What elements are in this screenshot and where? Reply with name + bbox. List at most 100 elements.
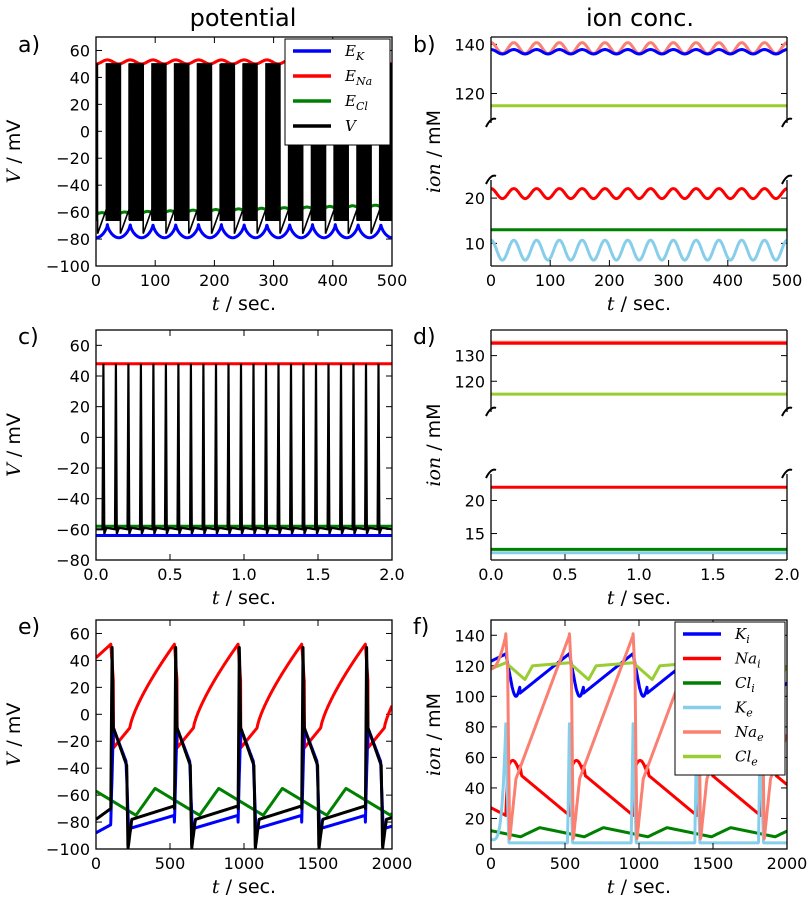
y-tick-label: −60 — [56, 520, 90, 539]
x-tick-label: 500 — [377, 271, 408, 290]
x-tick-label: 2000 — [372, 854, 413, 873]
y-axis-label: V / mV — [3, 120, 25, 184]
x-tick-label: 0.5 — [157, 565, 182, 584]
y-tick-label: −80 — [56, 551, 90, 570]
x-tick-label: 2.0 — [379, 565, 404, 584]
legend-frame — [284, 38, 391, 146]
y-tick-label: 130 — [454, 347, 485, 366]
series-line-cl-i — [491, 826, 787, 839]
x-tick-label: 0 — [486, 854, 496, 873]
x-tick-label: 1.0 — [626, 565, 651, 584]
panel-label: d) — [413, 325, 436, 350]
legend-label-na-i: Nai — [734, 650, 761, 671]
series-line-na-i — [491, 759, 787, 817]
y-axis-label: ion / mM — [423, 693, 445, 776]
y-tick-label: −20 — [56, 149, 90, 168]
y-tick-label: −40 — [56, 176, 90, 195]
x-tick-label: 100 — [140, 271, 171, 290]
y-axis-label-var: ion — [423, 746, 445, 776]
x-axis-label-unit: / sec. — [220, 587, 277, 609]
x-tick-label: 200 — [199, 271, 230, 290]
column-title-potential: potential — [190, 4, 297, 32]
y-axis-label: V / mV — [3, 413, 25, 477]
panel-label: f) — [413, 615, 429, 640]
y-axis-label-var: ion — [423, 457, 445, 487]
y-tick-label: 20 — [70, 678, 90, 697]
x-tick-label: 400 — [713, 271, 744, 290]
y-tick-label: 15 — [465, 525, 485, 544]
legend-label-cl-e: Cle — [735, 748, 758, 769]
x-tick-label: 2.0 — [774, 565, 799, 584]
y-tick-label: −40 — [56, 759, 90, 778]
x-axis-label-var: t — [212, 587, 220, 609]
x-axis-label-var: t — [607, 587, 615, 609]
x-tick-label: 1000 — [619, 854, 660, 873]
y-tick-label: 20 — [465, 809, 485, 828]
y-tick-label: 0 — [80, 705, 90, 724]
x-tick-label: 500 — [155, 854, 186, 873]
y-tick-label: 40 — [70, 651, 90, 670]
y-axis-label-var: V — [3, 750, 25, 766]
y-tick-label: 120 — [454, 657, 485, 676]
y-axis-label: V / mV — [3, 703, 25, 767]
y-axis-label: ion / mM — [423, 110, 445, 193]
y-axis-label: ion / mM — [423, 403, 445, 486]
series-line-na-i — [491, 187, 787, 201]
axis-break-mark — [485, 406, 497, 417]
y-axis-label-unit: / mM — [423, 403, 445, 456]
y-tick-label: 60 — [70, 336, 90, 355]
series-line-k-e — [491, 238, 787, 262]
axis-break-mark — [485, 468, 497, 479]
column-title-ion-conc: ion conc. — [586, 4, 694, 32]
y-tick-label: 100 — [454, 687, 485, 706]
series-line-e-k — [96, 223, 392, 240]
legend-label-e-na: ENa — [344, 67, 372, 88]
axis-break-mark — [781, 174, 793, 185]
x-tick-label: 1500 — [693, 854, 734, 873]
x-tick-label: 300 — [258, 271, 289, 290]
legend-label-na-e: Nae — [734, 723, 764, 744]
y-tick-label: 20 — [465, 189, 485, 208]
panel-d: d) 130 120 20 15 0.0 0.5 1.0 1.5 2.0 t / sec. ion /… — [413, 325, 800, 609]
y-tick-label: −20 — [56, 732, 90, 751]
y-tick-label: −100 — [46, 257, 90, 276]
legend-label-e-k: EK — [344, 42, 365, 63]
y-axis-label-unit: / mV — [3, 413, 25, 463]
x-tick-label: 100 — [535, 271, 566, 290]
legend-label-k-e: Ke — [734, 699, 753, 720]
x-tick-label: 2000 — [767, 854, 808, 873]
series-line-e-cl — [96, 787, 392, 817]
y-axis-label-var: V — [3, 167, 25, 183]
x-axis-label: t / sec. — [607, 293, 671, 315]
legend: Ki Nai Cli Ke Nae Cle — [674, 621, 786, 776]
y-axis-label-var: V — [3, 461, 25, 477]
legend-frame — [674, 621, 786, 776]
x-axis-label: t / sec. — [212, 293, 276, 315]
x-tick-label: 0 — [91, 271, 101, 290]
x-tick-label: 1.5 — [305, 565, 330, 584]
y-tick-label: −60 — [56, 203, 90, 222]
series-line-e-na — [96, 642, 392, 750]
x-axis-label-unit: / sec. — [220, 293, 277, 315]
x-tick-label: 0.0 — [478, 565, 503, 584]
y-tick-label: 20 — [465, 491, 485, 510]
axis-frame — [95, 36, 393, 267]
y-tick-label: 120 — [454, 85, 485, 104]
x-axis-label-var: t — [212, 876, 220, 898]
x-axis-label-var: t — [607, 876, 615, 898]
series-line-v — [96, 646, 392, 849]
y-axis-label-var: ion — [423, 163, 445, 193]
y-tick-label: 0 — [475, 840, 485, 859]
x-axis-label: t / sec. — [212, 587, 276, 609]
x-tick-label: 1000 — [224, 854, 265, 873]
panel-label: b) — [413, 33, 436, 58]
y-axis-label-unit: / mM — [423, 110, 445, 163]
y-tick-label: 120 — [454, 372, 485, 391]
y-tick-label: 60 — [465, 748, 485, 767]
x-axis-label-unit: / sec. — [615, 587, 672, 609]
y-tick-label: 40 — [465, 779, 485, 798]
